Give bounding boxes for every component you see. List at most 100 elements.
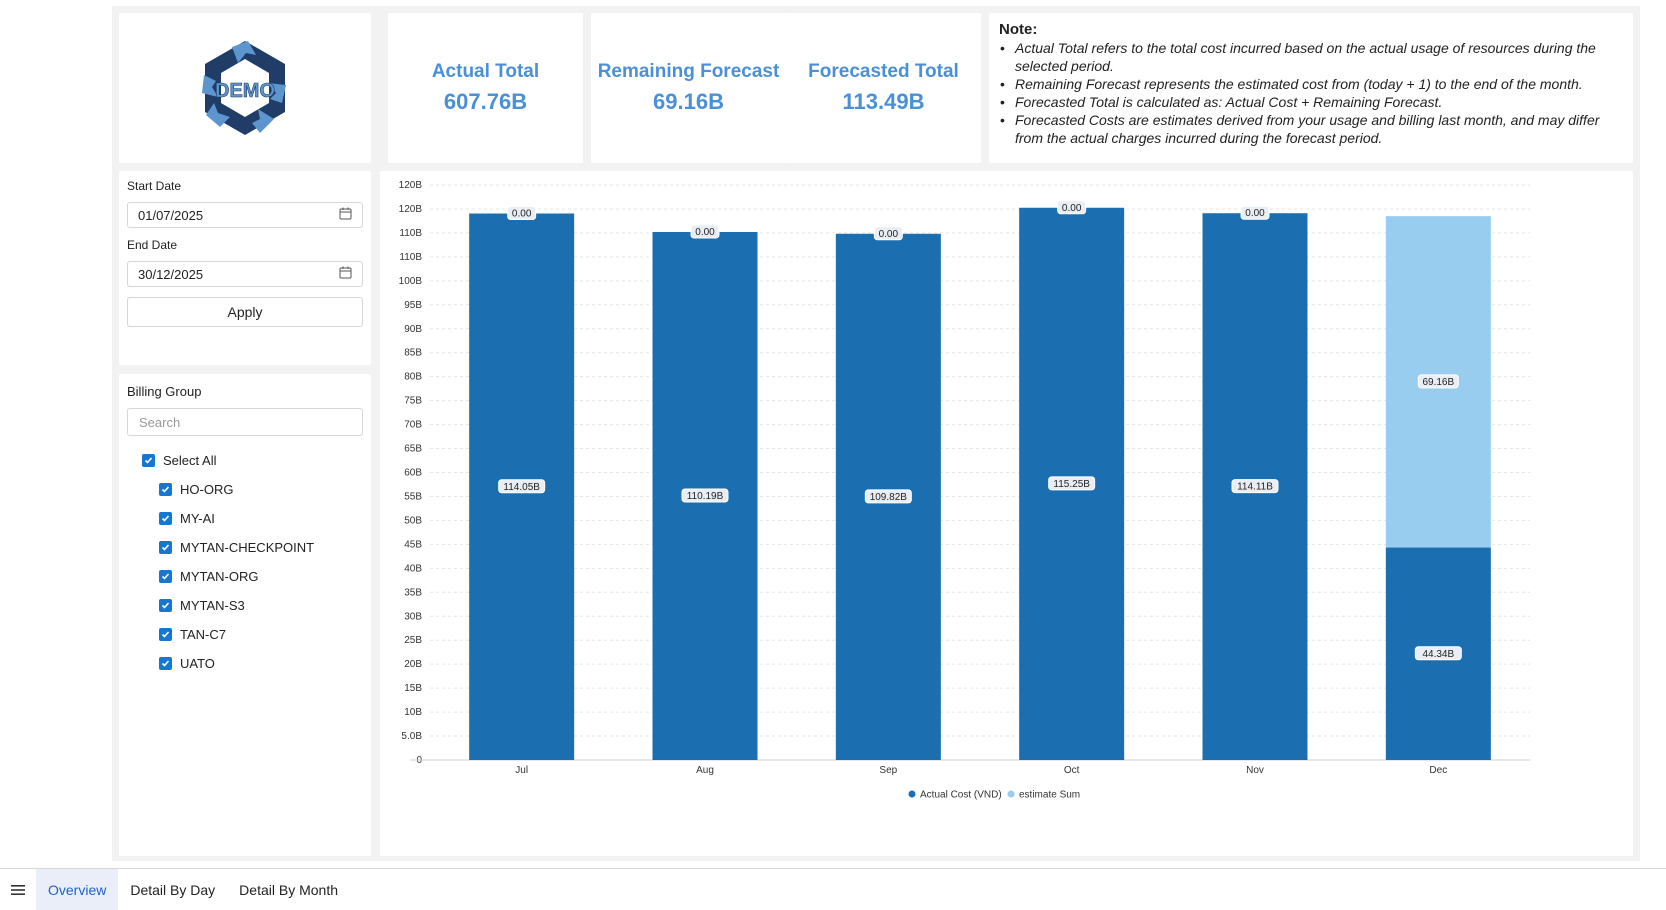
menu-icon[interactable] [0,869,36,910]
end-date-input[interactable]: 30/12/2025 [127,261,363,287]
calendar-icon[interactable] [339,207,352,223]
checkbox-checked-icon[interactable] [159,541,172,554]
y-tick-label: 120B [399,204,423,215]
y-tick-label: 55B [404,491,422,502]
kpi-label: Remaining Forecast [597,61,780,82]
data-label: 109.82B [864,489,912,504]
legend-label: estimate Sum [1019,790,1080,801]
y-tick-label: 25B [404,635,422,646]
y-tick-label: 85B [404,348,422,359]
data-label-text: 114.11B [1237,482,1273,493]
checkbox-checked-icon[interactable] [142,454,155,467]
billing-group-label: MY-AI [180,511,215,526]
billing-group-checkbox[interactable]: HO-ORG [127,475,363,504]
data-label-bg [1417,374,1459,389]
kpi-value: 607.76B [443,89,528,114]
select-all-label: Select All [163,453,217,468]
start-date-input[interactable]: 01/07/2025 [127,202,363,228]
data-label: 69.16B [1417,374,1459,389]
tab-overview[interactable]: Overview [36,869,119,910]
billing-group-checkbox[interactable]: MYTAN-S3 [127,591,363,620]
data-label: 0.00 [1240,205,1270,220]
y-tick-label: 45B [404,539,422,550]
demo-logo: DEMO [202,41,286,135]
y-tick-label: 80B [404,372,422,383]
y-tick-label: 60B [404,468,422,479]
start-date-label: Start Date [127,179,182,193]
logo-card: DEMO [119,13,371,163]
note-item: Forecasted Costs are estimates derived f… [999,111,1623,147]
apply-button[interactable]: Apply [127,297,363,327]
data-label-text: 114.05B [503,482,540,493]
y-tick-label: 10B [404,707,422,718]
data-label-bg [690,224,720,239]
x-tick-label: Sep [879,765,897,776]
data-label-bg [1414,646,1462,661]
data-label: 0.00 [507,206,537,221]
data-label-text: 115.25B [1053,479,1090,490]
y-tick-label: 100B [399,276,423,287]
billing-group-list: HO-ORG MY-AI MYTAN-CHECKPOINT MYTAN-ORG MYTA… [127,475,363,678]
data-label-bg [681,488,729,503]
y-tick-label: 15B [404,683,422,694]
billing-group-label: MYTAN-S3 [180,598,245,613]
x-tick-label: Oct [1064,765,1080,776]
x-tick-label: Dec [1429,765,1447,776]
billing-group-checkbox[interactable]: MY-AI [127,504,363,533]
checkbox-checked-icon[interactable] [159,657,172,670]
data-label-bg [1231,479,1279,494]
checkbox-checked-icon[interactable] [159,570,172,583]
logo-text: DEMO [215,80,275,102]
kpi-label: Actual Total [431,61,540,82]
note-item: Actual Total refers to the total cost in… [999,39,1623,75]
data-label-bg [507,206,537,221]
tab-detail-by-day[interactable]: Detail By Day [130,881,216,898]
date-filter-card: Start Date 01/07/2025 End Date 30/12/202… [119,171,371,365]
end-date-value: 30/12/2025 [138,266,204,282]
checkbox-checked-icon[interactable] [159,599,172,612]
billing-group-checkbox[interactable]: UATO [127,649,363,678]
note-card: Note: Actual Total refers to the total c… [989,13,1633,163]
data-label-bg [1240,205,1270,220]
y-tick-label: 110B [399,228,422,239]
cost-chart-card: 05.0B10B15B20B25B30B35B40B45B50B55B60B65… [380,171,1633,856]
legend-marker-actual [908,790,916,798]
data-label-text: 44.34B [1422,649,1454,660]
x-tick-label: Nov [1246,765,1264,776]
bottom-tab-bar: Overview Detail By Day Detail By Month [0,868,1666,910]
billing-group-label: TAN-C7 [180,627,226,642]
kpi-value: 69.16B [653,89,724,114]
data-label-text: 0.00 [1062,203,1082,214]
data-label: 0.00 [690,224,720,239]
data-label-bg [1048,476,1096,491]
x-tick-label: Aug [696,765,714,776]
checkbox-checked-icon[interactable] [159,512,172,525]
y-tick-label: 40B [404,563,422,574]
y-tick-label: 95B [404,300,422,311]
note-item: Forecasted Total is calculated as: Actua… [999,93,1623,111]
data-label: 0.00 [873,226,903,241]
legend-label: Actual Cost (VND) [920,790,1002,801]
y-tick-label: 65B [404,444,422,455]
y-tick-label: 50B [404,515,422,526]
data-label-text: 109.82B [870,492,908,503]
checkbox-checked-icon[interactable] [159,628,172,641]
billing-search-input[interactable]: Search [127,408,363,436]
note-title: Note: [999,21,1038,38]
select-all-checkbox[interactable]: Select All [127,446,363,475]
y-tick-label: 90B [404,324,422,335]
billing-group-checkbox[interactable]: MYTAN-ORG [127,562,363,591]
y-tick-label: 110B [399,252,422,263]
note-list: Actual Total refers to the total cost in… [999,39,1623,147]
kpi-label: Forecasted Total [808,61,959,82]
y-tick-label: 75B [404,396,422,407]
data-label: 0.00 [1057,200,1087,215]
billing-group-card: Billing Group Search Select All HO-ORG MY… [119,374,371,856]
billing-group-checkbox[interactable]: MYTAN-CHECKPOINT [127,533,363,562]
data-label-text: 0.00 [512,209,532,220]
calendar-icon[interactable] [339,266,352,282]
billing-group-checkbox[interactable]: TAN-C7 [127,620,363,649]
tab-detail-by-month[interactable]: Detail By Month [239,881,338,898]
checkbox-checked-icon[interactable] [159,483,172,496]
data-label: 114.11B [1231,479,1279,494]
